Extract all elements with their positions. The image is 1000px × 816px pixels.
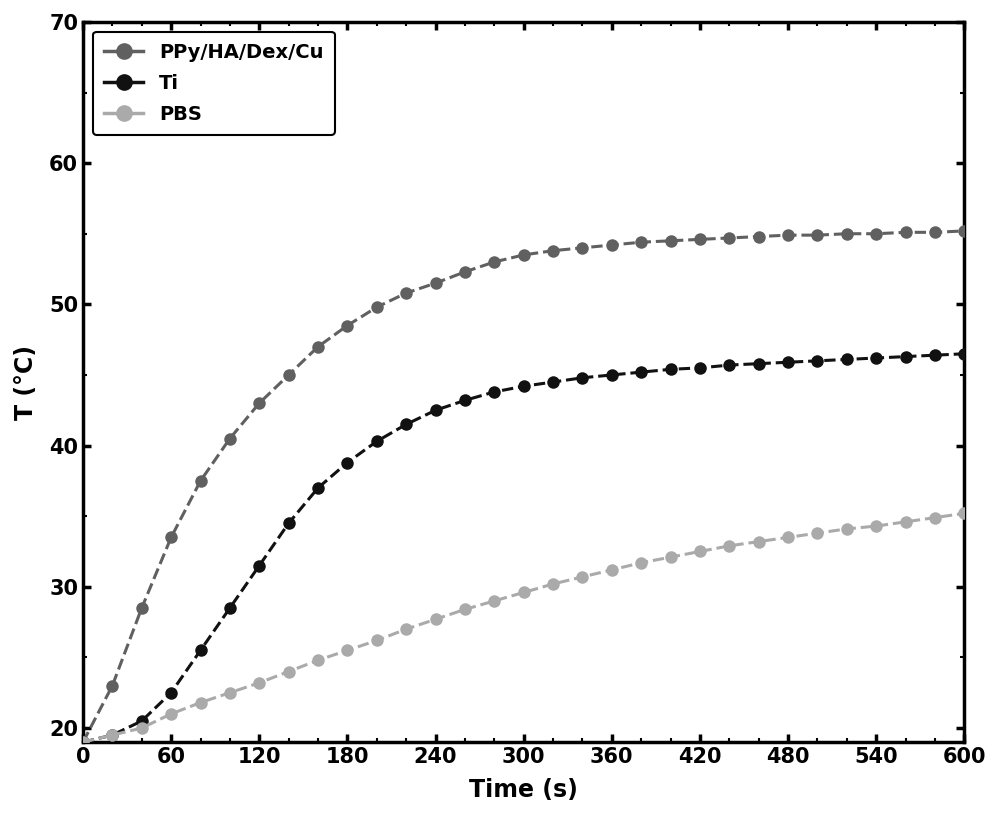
PBS <box>841 524 853 534</box>
PPy/HA/Dex/Cu <box>665 236 677 246</box>
Ti <box>635 367 647 377</box>
PBS <box>723 541 735 551</box>
X-axis label: Time (s): Time (s) <box>469 778 578 802</box>
PBS <box>488 596 500 605</box>
Ti <box>253 561 265 570</box>
PBS <box>782 533 794 543</box>
PPy/HA/Dex/Cu <box>782 230 794 240</box>
Ti <box>694 363 706 373</box>
PBS <box>77 737 89 747</box>
PBS <box>665 552 677 562</box>
PBS <box>136 723 148 733</box>
PBS <box>341 645 353 655</box>
PPy/HA/Dex/Cu <box>430 278 442 288</box>
PBS <box>900 517 912 526</box>
PPy/HA/Dex/Cu <box>312 342 324 352</box>
PPy/HA/Dex/Cu <box>371 302 383 312</box>
PPy/HA/Dex/Cu <box>518 250 530 259</box>
PPy/HA/Dex/Cu <box>283 370 295 380</box>
PBS <box>811 528 823 538</box>
PPy/HA/Dex/Cu <box>723 233 735 243</box>
Ti <box>518 381 530 391</box>
Ti <box>283 518 295 528</box>
PPy/HA/Dex/Cu <box>77 737 89 747</box>
PPy/HA/Dex/Cu <box>929 228 941 237</box>
Ti <box>195 645 207 655</box>
Ti <box>224 603 236 613</box>
PBS <box>635 558 647 568</box>
Line: PPy/HA/Dex/Cu: PPy/HA/Dex/Cu <box>77 224 971 748</box>
Ti <box>459 396 471 406</box>
PBS <box>312 655 324 665</box>
PBS <box>929 512 941 522</box>
PBS <box>870 521 882 531</box>
Ti <box>870 353 882 363</box>
PBS <box>400 624 412 634</box>
Ti <box>430 406 442 415</box>
Ti <box>782 357 794 367</box>
PBS <box>459 605 471 614</box>
PBS <box>165 709 177 719</box>
Ti <box>606 370 618 380</box>
PPy/HA/Dex/Cu <box>106 681 118 690</box>
PBS <box>195 698 207 707</box>
PPy/HA/Dex/Cu <box>195 476 207 486</box>
Ti <box>488 387 500 397</box>
PBS <box>224 688 236 698</box>
PBS <box>606 565 618 574</box>
Legend: PPy/HA/Dex/Cu, Ti, PBS: PPy/HA/Dex/Cu, Ti, PBS <box>93 32 335 135</box>
PPy/HA/Dex/Cu <box>635 237 647 247</box>
PPy/HA/Dex/Cu <box>753 232 765 242</box>
PPy/HA/Dex/Cu <box>870 228 882 238</box>
Y-axis label: T (°C): T (°C) <box>14 344 38 419</box>
Ti <box>341 458 353 468</box>
Ti <box>312 483 324 493</box>
PPy/HA/Dex/Cu <box>811 230 823 240</box>
PBS <box>958 508 970 518</box>
PPy/HA/Dex/Cu <box>136 603 148 613</box>
Ti <box>900 352 912 361</box>
Line: PBS: PBS <box>77 507 971 748</box>
PBS <box>106 730 118 740</box>
PBS <box>547 579 559 589</box>
PBS <box>753 537 765 547</box>
Ti <box>841 354 853 364</box>
PPy/HA/Dex/Cu <box>694 234 706 244</box>
PPy/HA/Dex/Cu <box>224 433 236 443</box>
Ti <box>753 359 765 369</box>
Ti <box>958 349 970 359</box>
Ti <box>665 365 677 375</box>
Ti <box>371 437 383 446</box>
PPy/HA/Dex/Cu <box>841 228 853 238</box>
PPy/HA/Dex/Cu <box>576 243 588 253</box>
Ti <box>811 356 823 366</box>
Ti <box>547 377 559 387</box>
PPy/HA/Dex/Cu <box>606 240 618 250</box>
PPy/HA/Dex/Cu <box>341 321 353 330</box>
PBS <box>253 678 265 688</box>
PBS <box>430 614 442 624</box>
PPy/HA/Dex/Cu <box>547 246 559 255</box>
Line: Ti: Ti <box>77 348 971 748</box>
PBS <box>694 547 706 557</box>
PPy/HA/Dex/Cu <box>459 267 471 277</box>
PPy/HA/Dex/Cu <box>400 288 412 298</box>
Ti <box>165 688 177 698</box>
PPy/HA/Dex/Cu <box>165 533 177 543</box>
PBS <box>518 588 530 597</box>
PPy/HA/Dex/Cu <box>900 228 912 237</box>
PPy/HA/Dex/Cu <box>488 257 500 267</box>
Ti <box>400 419 412 429</box>
PPy/HA/Dex/Cu <box>253 398 265 408</box>
Ti <box>723 360 735 370</box>
PBS <box>371 636 383 645</box>
PBS <box>576 572 588 582</box>
Ti <box>77 737 89 747</box>
Ti <box>929 350 941 360</box>
Ti <box>576 373 588 383</box>
Ti <box>106 730 118 740</box>
Ti <box>136 716 148 726</box>
PPy/HA/Dex/Cu <box>958 226 970 236</box>
PBS <box>283 667 295 676</box>
